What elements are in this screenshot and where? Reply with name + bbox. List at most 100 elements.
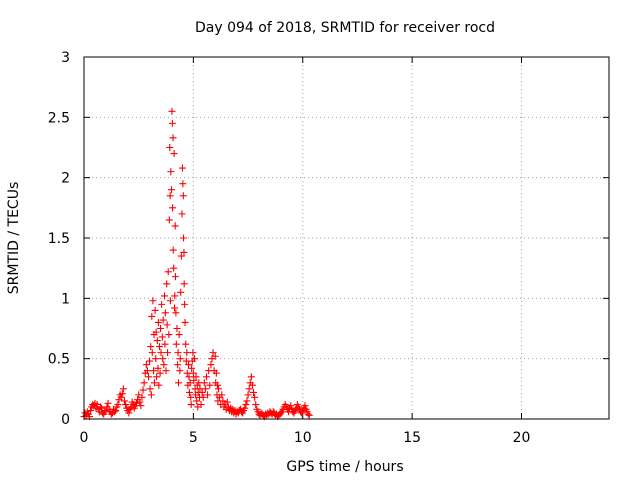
data-point <box>176 367 184 375</box>
data-point <box>179 180 187 188</box>
data-point <box>250 388 258 396</box>
data-point <box>213 381 221 389</box>
data-point <box>167 168 175 176</box>
data-point <box>147 391 155 399</box>
data-point <box>219 397 227 405</box>
data-point <box>185 388 193 396</box>
data-point <box>168 119 176 127</box>
data-point <box>241 404 249 412</box>
data-point <box>171 304 179 312</box>
y-axis-label: SRMTID / TECUs <box>6 182 22 295</box>
axis-ticks: 0 5 10 15 20 0 0.5 1 1.5 2 2.5 3 <box>48 50 609 446</box>
data-point <box>150 367 158 375</box>
data-point <box>148 312 156 320</box>
data-point <box>136 398 144 406</box>
data-point <box>187 393 195 401</box>
data-point <box>174 361 182 369</box>
y-tick-label: 2 <box>61 171 70 187</box>
data-point <box>158 300 166 308</box>
data-point <box>102 407 110 415</box>
data-point <box>166 297 174 305</box>
data-point <box>170 264 178 272</box>
x-tick-label: 15 <box>403 430 421 446</box>
data-point <box>139 386 147 394</box>
data-point <box>218 391 226 399</box>
data-point <box>168 107 176 115</box>
data-point <box>204 391 212 399</box>
y-tick-label: 1 <box>61 291 70 307</box>
data-point <box>172 309 180 317</box>
data-points <box>80 107 313 421</box>
data-point <box>164 349 172 357</box>
data-point <box>148 349 156 357</box>
data-point <box>169 204 177 212</box>
data-point <box>120 397 128 405</box>
data-point <box>180 234 188 242</box>
data-point <box>201 385 209 393</box>
data-point <box>143 367 151 375</box>
x-axis-label: GPS time / hours <box>286 459 403 475</box>
data-point <box>112 407 120 415</box>
data-point <box>178 164 186 172</box>
data-point <box>277 409 285 417</box>
y-tick-label: 3 <box>61 50 70 66</box>
data-point <box>251 393 259 401</box>
data-point <box>161 340 169 348</box>
data-point <box>182 357 190 365</box>
data-point <box>175 331 183 339</box>
data-point <box>146 385 154 393</box>
data-point <box>155 381 163 389</box>
data-point <box>155 343 163 351</box>
grid-lines <box>84 57 609 419</box>
x-tick-label: 10 <box>294 430 312 446</box>
data-point <box>98 404 105 412</box>
data-point <box>154 364 162 372</box>
data-point <box>168 186 175 194</box>
data-point <box>244 391 252 399</box>
data-point <box>215 385 223 393</box>
data-point <box>211 352 219 360</box>
data-point <box>183 349 191 357</box>
data-point <box>180 280 188 288</box>
data-point <box>104 399 112 407</box>
data-point <box>150 379 158 387</box>
x-tick-label: 0 <box>80 430 89 446</box>
data-point <box>125 409 133 417</box>
data-point <box>145 373 153 381</box>
data-point <box>175 379 182 387</box>
data-point <box>203 373 210 381</box>
data-point <box>161 309 169 317</box>
data-point <box>171 273 179 281</box>
data-point <box>114 401 122 409</box>
data-point <box>157 349 165 357</box>
data-point <box>177 288 185 296</box>
x-tick-label: 20 <box>513 430 531 446</box>
data-point <box>160 361 168 369</box>
data-point <box>197 401 205 409</box>
data-point <box>170 150 178 158</box>
data-point <box>193 397 201 405</box>
data-point <box>173 325 181 332</box>
data-point <box>190 355 198 363</box>
data-point <box>301 402 309 410</box>
data-point <box>164 268 172 276</box>
chart-title: Day 094 of 2018, SRMTID for receiver roc… <box>195 20 495 36</box>
data-point <box>174 349 182 357</box>
data-point <box>96 403 104 411</box>
data-point <box>185 361 193 369</box>
data-point <box>161 292 168 300</box>
data-point <box>209 349 217 357</box>
data-point <box>133 399 140 407</box>
data-point <box>165 331 173 339</box>
plot-frame <box>83 56 610 420</box>
data-point <box>192 373 200 381</box>
data-point <box>190 376 198 384</box>
data-point <box>118 390 126 398</box>
data-point <box>157 325 165 332</box>
data-point <box>212 369 220 377</box>
data-point <box>200 379 208 387</box>
data-point <box>169 134 177 142</box>
data-point <box>206 381 214 389</box>
data-point <box>169 246 177 254</box>
